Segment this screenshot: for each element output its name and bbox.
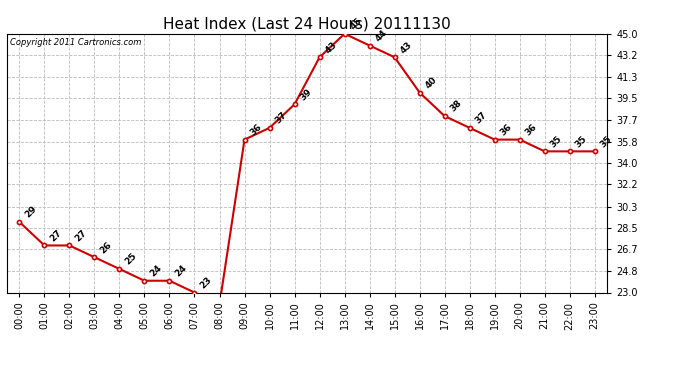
Text: 24: 24 — [174, 263, 189, 279]
Text: 35: 35 — [574, 134, 589, 149]
Text: 37: 37 — [474, 110, 489, 126]
Text: 24: 24 — [148, 263, 164, 279]
Text: 43: 43 — [399, 40, 414, 55]
Text: 38: 38 — [448, 99, 464, 114]
Text: 27: 27 — [74, 228, 89, 243]
Text: 36: 36 — [524, 122, 539, 137]
Text: 29: 29 — [23, 204, 39, 220]
Text: 23: 23 — [199, 275, 214, 290]
Text: 35: 35 — [599, 134, 614, 149]
Text: 43: 43 — [324, 40, 339, 55]
Text: 39: 39 — [299, 87, 314, 102]
Text: 35: 35 — [549, 134, 564, 149]
Text: 27: 27 — [48, 228, 64, 243]
Text: 37: 37 — [274, 110, 289, 126]
Text: 44: 44 — [374, 28, 389, 44]
Text: 45: 45 — [348, 16, 364, 32]
Text: 25: 25 — [124, 252, 139, 267]
Text: 26: 26 — [99, 240, 114, 255]
Text: 36: 36 — [499, 122, 514, 137]
Text: Copyright 2011 Cartronics.com: Copyright 2011 Cartronics.com — [10, 38, 141, 46]
Title: Heat Index (Last 24 Hours) 20111130: Heat Index (Last 24 Hours) 20111130 — [163, 16, 451, 31]
Text: 22: 22 — [0, 374, 1, 375]
Text: 36: 36 — [248, 122, 264, 137]
Text: 40: 40 — [424, 75, 439, 90]
